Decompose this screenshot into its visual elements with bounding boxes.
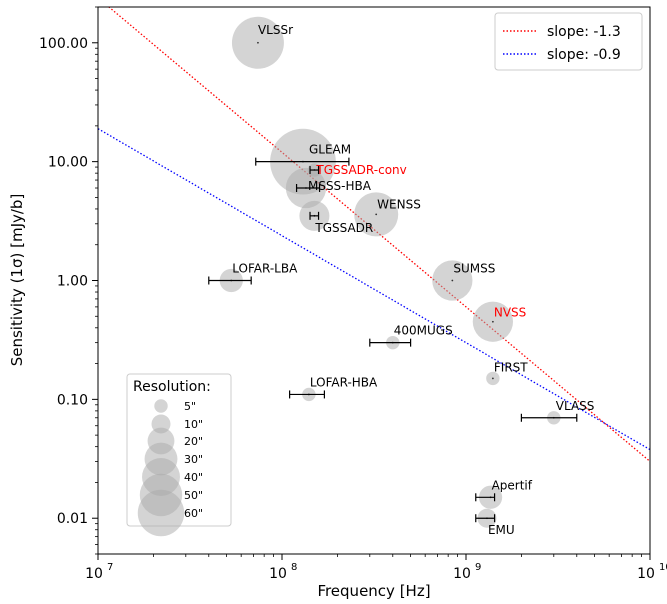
y-axis-title: Sensitivity (1σ) [mJy/b]: [8, 194, 26, 367]
label-nvss: NVSS: [494, 306, 526, 320]
resolution-label: 60": [184, 507, 203, 520]
label-first: FIRST: [494, 360, 528, 374]
slope-line-2: [98, 128, 650, 451]
label-lofar-lba: LOFAR-LBA: [232, 262, 298, 276]
label-wenss: WENSS: [377, 197, 421, 211]
freq-range-gleam: [255, 157, 350, 166]
freq-range-400mugs: [369, 338, 412, 347]
label-apertif: Apertif: [492, 478, 533, 492]
y-tick-label: 0.01: [57, 511, 88, 527]
x-tick-label: 10: [637, 566, 655, 582]
center-dot-nvss: [491, 320, 494, 323]
freq-range-apertif: [475, 493, 496, 502]
y-tick-label: 1.00: [57, 274, 88, 290]
y-tick-label: 0.10: [57, 392, 88, 408]
freq-range-lofar-hba: [289, 390, 326, 399]
center-dot-sumss: [451, 279, 454, 282]
x-tick-exponent: 10: [659, 562, 667, 573]
legend-label-1: slope: -1.3: [547, 24, 621, 40]
y-tick-label: 100.00: [39, 36, 88, 52]
resolution-label: 5": [184, 400, 196, 413]
resolution-label: 20": [184, 435, 203, 448]
resolution-legend-title: Resolution:: [133, 379, 211, 395]
center-dot-wenss: [375, 213, 378, 216]
x-tick-exponent: 9: [475, 562, 481, 573]
y-tick-label: 10.00: [48, 155, 88, 171]
x-tick-label: 10: [85, 566, 103, 582]
legend-label-2: slope: -0.9: [547, 47, 621, 63]
label-msss-hba: MSSS-HBA: [308, 179, 372, 193]
label-emu: EMU: [488, 523, 515, 537]
resolution-swatch: [154, 399, 168, 413]
slope-line-1: [107, 7, 650, 462]
freq-range-vlass: [520, 413, 578, 422]
freq-range-tgssadr-conv: [309, 166, 320, 175]
resolution-label: 30": [184, 453, 203, 466]
label-400mugs: 400MUGS: [394, 324, 453, 338]
label-tgssadr: TGSSADR: [314, 221, 373, 235]
label-vlssr: VLSSr: [258, 23, 293, 37]
label-sumss: SUMSS: [453, 262, 495, 276]
freq-range-tgssadr: [309, 211, 320, 220]
x-axis-title: Frequency [Hz]: [317, 582, 430, 600]
label-gleam: GLEAM: [309, 143, 351, 157]
center-dot-first: [491, 377, 494, 380]
resolution-legend: Resolution: 5" 10" 20" 30" 40" 50" 60": [126, 373, 232, 537]
x-tick-exponent: 7: [107, 562, 113, 573]
x-tick-exponent: 8: [291, 562, 297, 573]
label-vlass: VLASS: [556, 399, 595, 413]
label-tgssadr-conv: TGSSADR-conv: [315, 163, 406, 177]
freq-range-emu: [475, 514, 496, 523]
x-tick-label: 10: [269, 566, 287, 582]
freq-range-msss-hba: [295, 184, 321, 193]
center-dot-vlssr: [257, 41, 259, 44]
resolution-label: 50": [184, 489, 203, 502]
resolution-label: 10": [184, 418, 203, 431]
resolution-swatch: [137, 489, 185, 537]
line-legend: slope: -1.3 slope: -0.9: [494, 12, 643, 71]
resolution-label: 40": [184, 471, 203, 484]
label-lofar-hba: LOFAR-HBA: [310, 375, 378, 389]
freq-range-lofar-lba: [208, 276, 252, 285]
x-tick-label: 10: [453, 566, 471, 582]
